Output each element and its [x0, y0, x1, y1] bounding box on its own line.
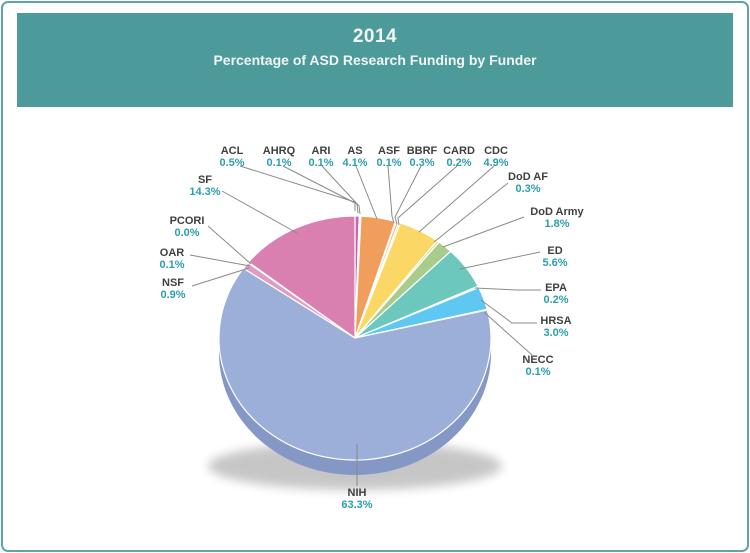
- funder-name-dod-army: DoD Army: [530, 206, 584, 218]
- funder-name-necc: NECC: [522, 354, 553, 366]
- funder-name-sf: SF: [198, 174, 212, 186]
- leader-line-epa: [474, 287, 541, 291]
- leader-line-ahrq: [282, 165, 359, 214]
- funder-pct-hrsa: 3.0%: [543, 327, 568, 339]
- funder-pct-ari: 0.1%: [308, 157, 333, 169]
- leader-line-bbrf: [394, 165, 422, 225]
- funder-name-pcori: PCORI: [170, 215, 205, 227]
- funder-name-ari: ARI: [312, 145, 331, 157]
- leader-line-as: [355, 165, 378, 220]
- funder-pct-dod-army: 1.8%: [544, 218, 569, 230]
- funder-pct-oar: 0.1%: [159, 259, 184, 271]
- funder-name-card: CARD: [443, 145, 475, 157]
- leader-line-nsf: [191, 267, 250, 287]
- funder-name-acl: ACL: [221, 145, 244, 157]
- funder-pct-pcori: 0.0%: [174, 227, 199, 239]
- funder-name-oar: OAR: [160, 247, 185, 259]
- funder-pct-asf: 0.1%: [376, 157, 401, 169]
- chart-title: 2014: [352, 26, 398, 47]
- leader-line-necc: [483, 311, 533, 356]
- chart-header: 2014 Percentage of ASD Research Funding …: [17, 13, 733, 107]
- leader-line-card: [397, 165, 458, 226]
- funder-pct-sf: 14.3%: [189, 186, 220, 198]
- funder-name-dod-af: DoD AF: [508, 171, 548, 183]
- leader-line-ari: [321, 165, 361, 215]
- funder-pct-dod-af: 0.3%: [515, 183, 540, 195]
- funder-pct-necc: 0.1%: [525, 366, 550, 378]
- leader-line-oar: [189, 254, 251, 267]
- funder-name-epa: EPA: [545, 282, 567, 294]
- funder-pct-as: 4.1%: [342, 157, 367, 169]
- funder-pct-nsf: 0.9%: [160, 289, 185, 301]
- funder-name-as: AS: [347, 145, 362, 157]
- funder-pct-ahrq: 0.1%: [266, 157, 291, 169]
- funder-name-asf: ASF: [378, 145, 400, 157]
- funder-name-hrsa: HRSA: [540, 315, 571, 327]
- leader-line-ed: [459, 251, 541, 270]
- pie-slice-nih: [218, 267, 492, 461]
- funder-name-nih: NIH: [348, 487, 367, 499]
- leader-line-hrsa: [480, 299, 537, 324]
- leader-line-dod-army: [442, 216, 525, 248]
- funder-pct-card: 0.2%: [446, 157, 471, 169]
- funder-pct-epa: 0.2%: [543, 294, 568, 306]
- leader-line-sf: [221, 190, 298, 234]
- funder-pct-nih: 63.3%: [341, 499, 372, 511]
- funder-name-bbrf: BBRF: [407, 145, 438, 157]
- leader-line-cdc: [418, 165, 495, 233]
- funder-pct-acl: 0.5%: [219, 157, 244, 169]
- funder-name-ahrq: AHRQ: [263, 145, 296, 157]
- pie-slice-sf: [247, 215, 356, 339]
- leader-line-acl: [239, 165, 356, 211]
- chart-subtitle: Percentage of ASD Research Funding by Fu…: [213, 52, 537, 68]
- leader-line-dod-af: [433, 182, 509, 243]
- funder-name-cdc: CDC: [484, 145, 508, 157]
- funder-name-ed: ED: [547, 245, 562, 257]
- funder-pct-ed: 5.6%: [542, 257, 567, 269]
- leader-line-asf: [387, 165, 395, 224]
- funder-pct-cdc: 4.9%: [483, 157, 508, 169]
- funder-pct-bbrf: 0.3%: [409, 157, 434, 169]
- funder-name-nsf: NSF: [162, 277, 184, 289]
- leader-line-pcori: [207, 225, 252, 265]
